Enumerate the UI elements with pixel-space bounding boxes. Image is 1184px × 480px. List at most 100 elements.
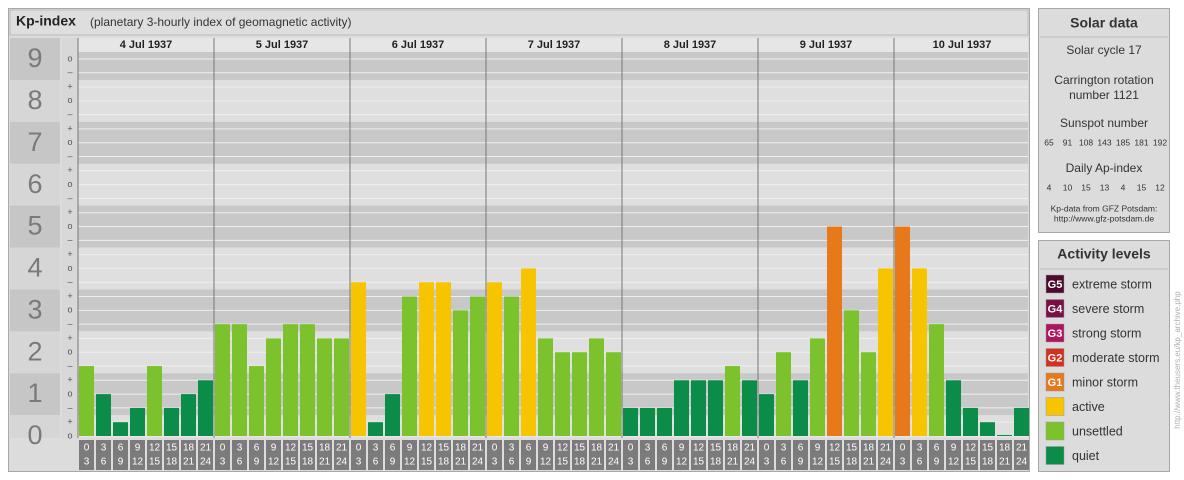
hour-label: 3 [509,443,515,454]
hour-box [946,440,961,470]
sunspot-number: 65 [1044,137,1054,147]
ap-value: 13 [1100,182,1110,192]
hour-label: 12 [268,457,280,468]
bar [453,310,468,436]
hour-label: 3 [917,443,923,454]
minor-tick-label: – [67,277,72,287]
legend-code: G4 [1048,303,1064,315]
bar [215,324,230,436]
bar [827,226,842,436]
hour-label: 6 [662,443,668,454]
legend-code: G3 [1048,328,1063,340]
hour-box [300,440,315,470]
bar [300,324,315,436]
bar [623,407,638,436]
y-band [10,289,60,332]
bar [470,296,485,436]
hour-label: 21 [744,443,756,454]
legend-code: G5 [1048,279,1063,291]
minor-tick-label: + [67,81,72,91]
hour-box [283,440,298,470]
hour-label: 9 [118,457,124,468]
hour-label: 3 [900,457,906,468]
hour-box [980,440,995,470]
bar [147,366,162,436]
hour-box [912,440,927,470]
hour-box [385,440,400,470]
hour-box [79,440,94,470]
bar [895,226,910,436]
hour-label: 24 [1016,457,1028,468]
solar-cycle: Solar cycle 17 [1066,43,1142,57]
legend-swatch [1045,348,1065,367]
hour-box [1014,440,1029,470]
hour-label: 6 [254,443,260,454]
hour-box [334,440,349,470]
bar [572,352,587,436]
hour-label: 12 [812,457,824,468]
hour-label: 6 [917,457,923,468]
hour-label: 18 [591,443,603,454]
hour-label: 15 [982,443,994,454]
hour-label: 9 [271,443,277,454]
hour-box [708,440,723,470]
legend-swatch [1045,323,1065,343]
sunspot-number: 91 [1063,137,1073,147]
day-header [78,38,1028,52]
legend-swatch [1045,397,1065,416]
bar [1014,407,1029,436]
hour-box [181,440,196,470]
hour-label: 21 [1016,443,1028,454]
hour-label: 9 [135,443,141,454]
y-band [10,121,60,164]
bar [742,380,757,436]
hour-label: 18 [982,457,994,468]
hour-label: 0 [900,443,906,454]
hour-label: 3 [237,443,243,454]
hour-label: 9 [254,457,260,468]
bar [198,380,213,436]
hour-box [589,440,604,470]
hour-label: 18 [455,443,467,454]
legend-swatch [1045,274,1065,294]
hour-box [538,440,553,470]
minor-tick-label: – [67,193,72,203]
bar [589,338,604,436]
hour-label: 21 [200,443,212,454]
hour-label: 15 [302,443,314,454]
hour-label: 21 [591,457,603,468]
hour-box [198,440,213,470]
bar [504,296,519,436]
bar [810,338,825,436]
hour-label: 18 [438,457,450,468]
bar [538,338,553,436]
hour-box [657,440,672,470]
hour-label: 24 [336,457,348,468]
hour-box [725,440,740,470]
minor-tick-label: – [67,151,72,161]
y-tick-label: 7 [27,127,42,157]
hour-label: 3 [101,443,107,454]
minor-tick-label: o [67,388,72,398]
hour-box [878,440,893,470]
sunspot-number: 143 [1097,137,1111,147]
y-band [10,205,60,248]
chart-title: Kp-index [16,13,76,29]
bar [96,394,111,436]
hour-box [895,440,910,470]
hour-label: 12 [404,457,416,468]
bar [844,310,859,436]
legend-label: active [1072,400,1105,414]
y-band [10,373,60,416]
y-band [10,163,60,206]
hour-label: 12 [149,443,161,454]
hour-label: 12 [285,443,297,454]
hour-box [453,440,468,470]
hour-label: 6 [101,457,107,468]
hour-box [470,440,485,470]
hour-label: 9 [815,443,821,454]
hour-label: 21 [336,443,348,454]
legend-label: quiet [1072,449,1100,463]
minor-tick-label: + [67,249,72,259]
